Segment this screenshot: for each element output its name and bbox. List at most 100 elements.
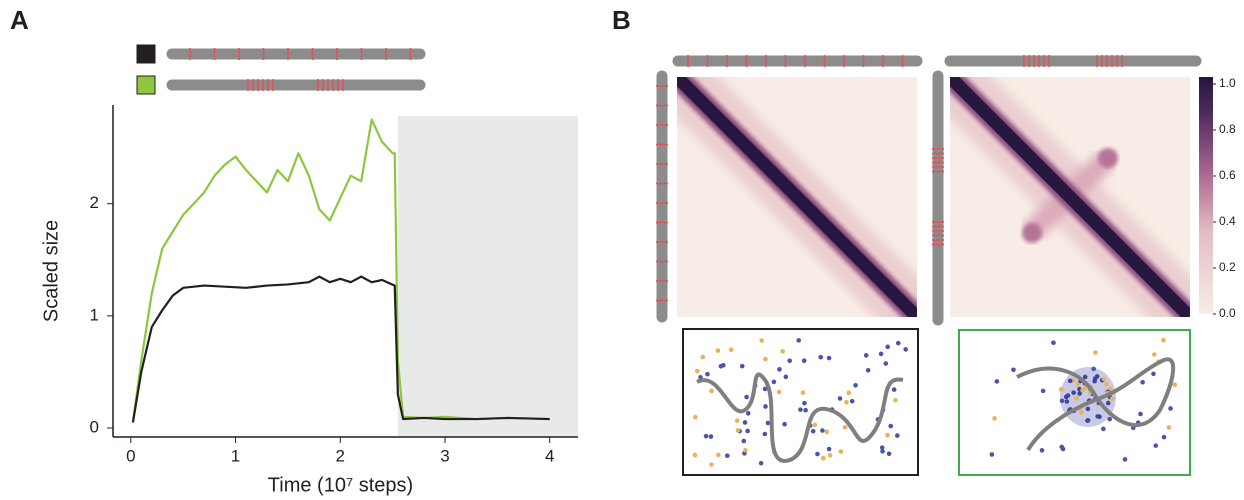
particle <box>853 383 858 388</box>
panel-label: A <box>10 5 29 35</box>
particle <box>837 396 843 401</box>
particle <box>893 397 898 403</box>
particle <box>762 431 768 437</box>
particle <box>798 407 803 412</box>
particle <box>780 349 785 354</box>
particle <box>743 447 748 453</box>
particle <box>824 429 830 435</box>
heatmap <box>950 77 1190 317</box>
particle <box>1138 411 1143 417</box>
x-tick-label: 3 <box>440 446 449 465</box>
colorbar <box>1199 77 1213 314</box>
y-tick-label: 0 <box>90 418 99 437</box>
particle <box>883 361 889 366</box>
particle <box>759 338 764 343</box>
particle <box>1040 388 1046 394</box>
polymer-chain <box>696 372 904 463</box>
particle <box>1060 446 1066 452</box>
colorbar-tick-label: 0.4 <box>1219 214 1236 228</box>
particle <box>1065 393 1071 398</box>
particle <box>989 452 995 457</box>
y-tick-label: 2 <box>90 193 99 212</box>
particle <box>744 394 749 400</box>
particle <box>1071 390 1076 395</box>
particle <box>796 338 802 343</box>
particle <box>844 399 849 405</box>
particle <box>715 348 721 353</box>
particle <box>700 354 706 360</box>
particle <box>716 452 721 458</box>
x-tick-label: 4 <box>545 446 554 465</box>
colorbar-tick-label: 0.0 <box>1219 306 1236 320</box>
particle <box>801 358 807 363</box>
shaded-region <box>397 116 578 437</box>
particle <box>718 363 724 369</box>
particle <box>725 453 730 458</box>
particle <box>693 414 698 420</box>
particle <box>1151 352 1157 357</box>
particle <box>742 420 748 425</box>
legend-swatch <box>136 44 156 64</box>
particle <box>1101 426 1106 432</box>
particle <box>758 460 764 466</box>
x-tick-label: 1 <box>231 446 240 465</box>
particle <box>1064 399 1070 404</box>
particle <box>763 404 768 409</box>
colorbar-tick-label: 0.6 <box>1219 168 1236 182</box>
particle <box>709 388 714 394</box>
particle <box>863 353 869 358</box>
particle <box>1101 376 1107 382</box>
y-tick-label: 1 <box>90 305 99 324</box>
particle <box>826 355 832 361</box>
particle <box>1058 387 1064 392</box>
particle <box>1161 337 1166 343</box>
particle <box>802 400 807 406</box>
particle <box>1140 379 1145 385</box>
particle <box>838 449 844 454</box>
particle <box>728 347 734 353</box>
particle <box>1039 448 1045 453</box>
particle <box>1085 406 1091 412</box>
particle <box>1122 457 1128 462</box>
polymer-marks <box>189 48 412 91</box>
polymer-chain <box>1016 357 1176 452</box>
particle <box>820 455 826 461</box>
particle <box>762 386 768 392</box>
colorbar-tick-label: 0.2 <box>1219 260 1236 274</box>
particle <box>1104 381 1109 387</box>
particle <box>1109 396 1115 402</box>
particles <box>692 337 1178 467</box>
particle <box>782 421 787 427</box>
particle <box>827 452 833 458</box>
particle <box>705 371 710 377</box>
particle <box>1067 378 1073 384</box>
particle <box>885 344 891 350</box>
particle <box>1107 416 1112 422</box>
data-line <box>131 275 550 423</box>
plot-area: 0 1 2 3 4 0 1 2 Time (10⁷ steps) Scaled size <box>40 105 578 496</box>
particle <box>777 367 782 372</box>
particle <box>815 451 820 457</box>
particle <box>735 418 740 423</box>
data-line <box>131 118 550 423</box>
particle <box>895 433 900 438</box>
particle <box>885 432 890 438</box>
particle <box>826 446 832 452</box>
polymer-schematic <box>166 48 426 91</box>
particle <box>708 434 714 439</box>
particle <box>741 438 747 444</box>
particle <box>692 452 698 458</box>
particle <box>1059 398 1065 404</box>
polymer-marks <box>656 55 1123 302</box>
particle <box>1011 367 1016 373</box>
panel-label: B <box>612 5 631 35</box>
particle <box>1082 374 1088 380</box>
particle <box>903 347 908 352</box>
particle <box>818 354 823 360</box>
particle <box>694 368 700 374</box>
polymer-schematic <box>656 55 1202 326</box>
particle <box>846 390 852 396</box>
particle <box>1078 410 1084 415</box>
